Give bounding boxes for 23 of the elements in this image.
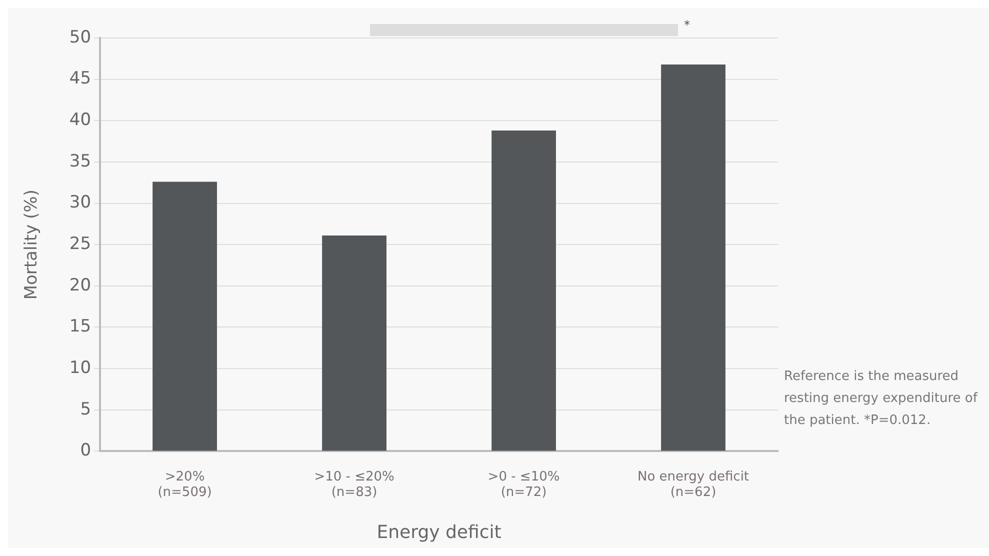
bar	[322, 236, 386, 451]
bar	[492, 130, 556, 451]
y-tick-label: 40	[69, 110, 92, 130]
y-tick-label: 25	[69, 234, 92, 254]
y-tick-label: 30	[69, 192, 92, 213]
y-tick-label: 50	[69, 27, 92, 48]
text: Reference is the measured resting energy expenditure of the patient. *P=0.012.	[784, 368, 979, 430]
x-tick-label: No energy deficit (n=62)	[637, 469, 750, 500]
x-tick-label: >10 - ≤20% (n=83)	[314, 469, 394, 500]
x-axis-title: Energy deficit	[376, 522, 502, 543]
y-tick-label: 5	[80, 399, 92, 420]
bar	[152, 182, 217, 451]
y-tick-label: 0	[80, 440, 92, 461]
y-tick-label: 15	[69, 316, 92, 337]
y-tick-label: 20	[69, 275, 92, 296]
y-axis-title: Mortality (%)	[22, 190, 42, 300]
bar	[661, 64, 726, 451]
x-tick-label: >20% (n=509)	[158, 469, 212, 500]
text: *	[684, 18, 690, 32]
y-tick-label: 35	[69, 151, 92, 172]
y-tick-label: 10	[69, 358, 92, 378]
x-tick-label: >0 - ≤10% (n=72)	[488, 469, 560, 500]
y-tick-label: 45	[69, 68, 92, 89]
